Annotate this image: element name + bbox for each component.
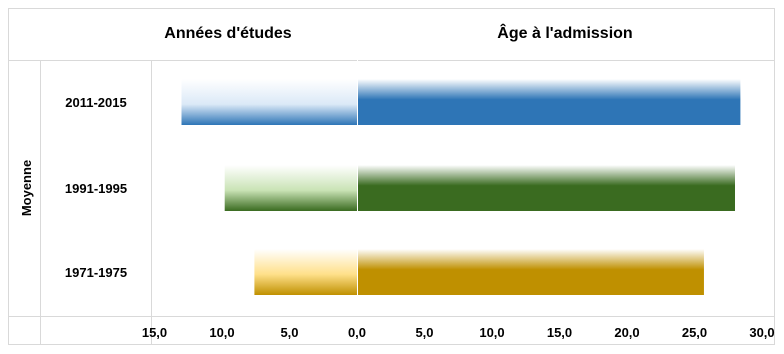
x-tick-label: 5,0 (280, 325, 298, 340)
category-label: 1971-1975 (65, 265, 127, 280)
x-tick-label: 20,0 (614, 325, 639, 340)
x-tick-label: 30,0 (749, 325, 774, 340)
x-tick-label: 10,0 (209, 325, 234, 340)
bar-age-admission (357, 249, 704, 295)
x-tick-label: 15,0 (547, 325, 572, 340)
x-tick-label: 15,0 (142, 325, 167, 340)
x-tick-label: 25,0 (682, 325, 707, 340)
series-header-left: Années d'études (164, 25, 291, 42)
x-tick-label: 5,0 (415, 325, 433, 340)
table-grid (8, 60, 775, 345)
bar-age-admission (357, 79, 741, 125)
x-tick-label: 10,0 (479, 325, 504, 340)
series-header-right: Âge à l'admission (497, 23, 632, 42)
x-tick-label: 0,0 (348, 325, 366, 340)
bar-annees-etudes (181, 79, 357, 125)
category-label: 1991-1995 (65, 181, 127, 196)
bar-age-admission (357, 165, 735, 211)
category-label: 2011-2015 (65, 95, 126, 110)
group-label: Moyenne (19, 160, 34, 216)
bar-annees-etudes (254, 249, 357, 295)
bar-annees-etudes (224, 165, 357, 211)
